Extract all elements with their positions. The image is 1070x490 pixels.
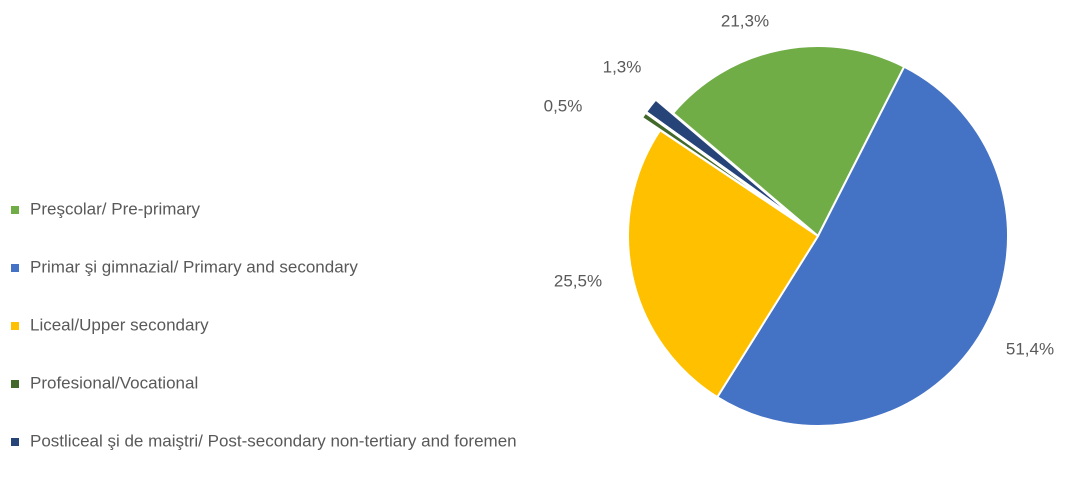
legend-label: Preşcolar/ Pre-primary [30, 199, 201, 218]
legend-label: Liceal/Upper secondary [30, 315, 209, 334]
data-label: 0,5% [544, 96, 583, 115]
legend-label: Postliceal şi de maiştri/ Post-secondary… [30, 431, 517, 450]
legend-label: Profesional/Vocational [30, 373, 198, 392]
legend-label: Primar şi gimnazial/ Primary and seconda… [30, 257, 358, 276]
data-label: 21,3% [721, 11, 769, 30]
legend-marker [11, 322, 19, 330]
legend-marker [11, 206, 19, 214]
data-label: 51,4% [1006, 339, 1054, 358]
pie-slice [644, 98, 802, 224]
pie-slice [715, 65, 1009, 427]
legend-marker [11, 438, 19, 446]
legend-marker [11, 380, 19, 388]
legend-marker [11, 264, 19, 272]
pie-slice [627, 128, 820, 399]
data-label: 25,5% [554, 271, 602, 290]
pie-slice [640, 111, 801, 225]
data-label: 1,3% [603, 57, 642, 76]
pie-slice [671, 45, 906, 238]
